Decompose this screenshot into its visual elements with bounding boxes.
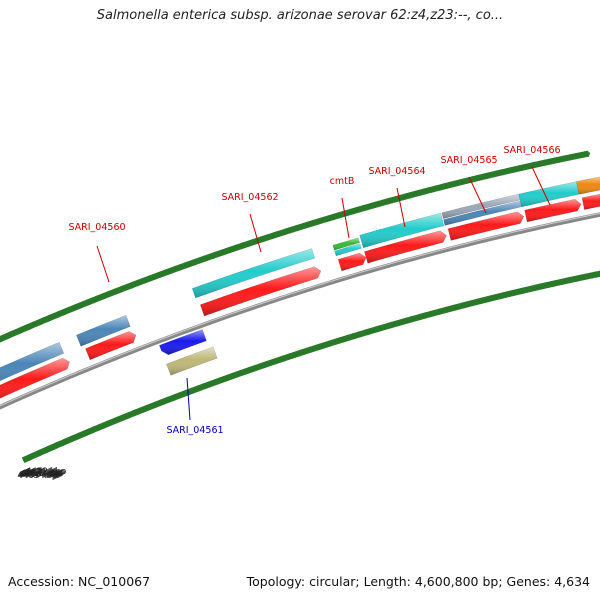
outer-tick [0, 338, 2, 343]
outer-tick [587, 152, 591, 155]
map-title: Salmonella enterica subsp. arizonae sero… [96, 8, 504, 23]
